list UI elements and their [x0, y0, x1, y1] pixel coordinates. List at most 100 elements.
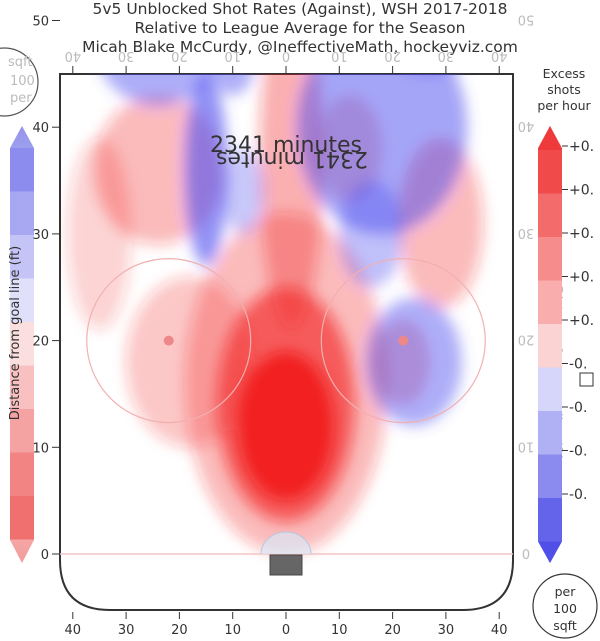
x-tick-label: 10 [331, 623, 348, 638]
colorbar-tick-label: +0. [569, 226, 594, 242]
y-tick-label: 30 [32, 228, 49, 243]
goal-net [269, 554, 303, 576]
y-tick-label: 50 [32, 15, 49, 30]
x-tick-label: 0 [282, 623, 290, 638]
x-tick-ghost: 20 [171, 48, 188, 63]
left-colorbar-band [10, 278, 34, 322]
deficit-shots-region [222, 148, 265, 234]
y-tick-ghost: 0 [522, 545, 530, 560]
y-tick-label: 20 [32, 335, 49, 350]
colorbar-tick-label: +0. [569, 183, 594, 199]
minutes-annotation: 2341 minutes [210, 133, 362, 158]
colorbar-cap-top [538, 126, 562, 150]
y-tick-label: 0 [41, 548, 49, 563]
faceoff-dot [398, 335, 409, 346]
colorbar-ticks: +0. +0. +0. +0. +0. -0. -0. -0. -0. [562, 139, 594, 503]
colorbar-cap-bottom [538, 541, 562, 563]
deficit-shots-region [67, 0, 120, 53]
right-colorbar-bands [538, 126, 562, 563]
colorbar-band [538, 193, 562, 237]
colorbar-tick-label: -0. [569, 487, 587, 503]
chart-title-line-2: Relative to League Average for the Seaso… [134, 19, 466, 37]
colorbar-tick-label: -0. [569, 444, 587, 460]
x-tick-ghost: 30 [118, 48, 135, 63]
colorbar-band [538, 498, 562, 542]
deficit-shots-region [339, 180, 404, 288]
chart-title-line-1: 5v5 Unblocked Shot Rates (Against), WSH … [92, 0, 508, 18]
x-tick-label: 20 [384, 623, 401, 638]
left-colorbar-band [10, 191, 34, 235]
y-axis-ticks: 00101020203030404050506060707080809090 [32, 12, 535, 564]
units-badge [532, 573, 598, 639]
x-tick-ghost: 40 [491, 48, 508, 63]
colorbar-band [538, 237, 562, 281]
left-units-badge [0, 47, 39, 117]
colorbar-band [538, 324, 562, 368]
colorbar-tick-label: +0. [569, 313, 594, 329]
heatmap-layer [67, 0, 484, 554]
x-tick-ghost: 40 [65, 48, 82, 63]
y-tick-label: 40 [32, 121, 49, 136]
units-line-3: sqft [553, 618, 577, 633]
deficit-shots-region [184, 74, 228, 266]
faceoff-circle [86, 258, 252, 424]
colorbar-tick-label: -0. [569, 357, 587, 373]
x-tick-ghost: 0 [282, 48, 290, 63]
x-tick-label: 30 [118, 623, 135, 638]
left-colorbar-band [10, 365, 34, 409]
colorbar-label-line-3: per hour [537, 98, 591, 113]
x-tick-ghost: 30 [438, 48, 455, 63]
excess-shots-region [184, 212, 388, 554]
y-tick-ghost: 50 [518, 12, 535, 27]
y-tick-ghost: 30 [518, 225, 535, 240]
x-tick-label: 20 [171, 623, 188, 638]
left-colorbar-band [10, 452, 34, 496]
colorbar-tick-label: -0. [569, 400, 587, 416]
rink-markings [60, 258, 513, 576]
colorbar-label-line-2: shots [547, 82, 581, 97]
excess-shots-region [67, 137, 132, 330]
minutes-annotation-ghost: 2341 minutes [216, 146, 368, 171]
colorbar-band [538, 411, 562, 455]
left-colorbar-band [10, 409, 34, 453]
left-colorbar-bands [10, 148, 34, 540]
colorbar-band [538, 150, 562, 194]
x-tick-ghost: 10 [331, 48, 348, 63]
deficit-shots-region [211, 74, 255, 96]
left-colorbar-band [10, 496, 34, 540]
excess-shots-region [259, 74, 324, 330]
deficit-shots-region [365, 297, 462, 426]
left-badge-ghost-text: sqft [8, 55, 32, 70]
y-tick-ghost: 20 [518, 332, 535, 347]
x-tick-label: 40 [491, 623, 508, 638]
colorbar-label-line-1: Excess [543, 66, 586, 81]
x-axis-ticks-bottom: 40 30 20 10 0 10 20 30 40 [65, 612, 508, 638]
colorbar-tick-label: +0. [569, 139, 594, 155]
x-tick-label: 40 [65, 623, 82, 638]
left-colorbar-band [10, 235, 34, 279]
goal-crease [260, 531, 312, 555]
units-line-1: per [555, 584, 577, 599]
excess-shots-region [99, 0, 472, 42]
deficit-shots-region [296, 74, 468, 234]
left-colorbar-band [10, 148, 34, 192]
rink [59, 0, 514, 611]
chart-title-line-3: Micah Blake McCurdy, @IneffectiveMath, h… [82, 38, 518, 56]
faceoff-circle [320, 258, 486, 424]
y-tick-ghost: 40 [518, 118, 535, 133]
x-axis-ticks-top: 40 30 20 10 0 10 20 30 40 [65, 48, 508, 74]
x-tick-label: 10 [224, 623, 241, 638]
x-tick-ghost: 10 [224, 48, 241, 63]
units-line-2: 100 [553, 601, 577, 616]
colorbar-tick-label: +0. [569, 270, 594, 286]
colorbar-band [538, 280, 562, 324]
left-colorbar-band [10, 322, 34, 366]
x-tick-label: 30 [438, 623, 455, 638]
y-tick-ghost: 10 [518, 438, 535, 453]
left-badge-ghost-text-3: per [10, 91, 32, 106]
colorbar-band [538, 367, 562, 411]
y-axis-label: Distance from goal line (ft) [8, 246, 23, 420]
excess-shots-region [126, 276, 255, 448]
colorbar-marker [579, 372, 594, 387]
